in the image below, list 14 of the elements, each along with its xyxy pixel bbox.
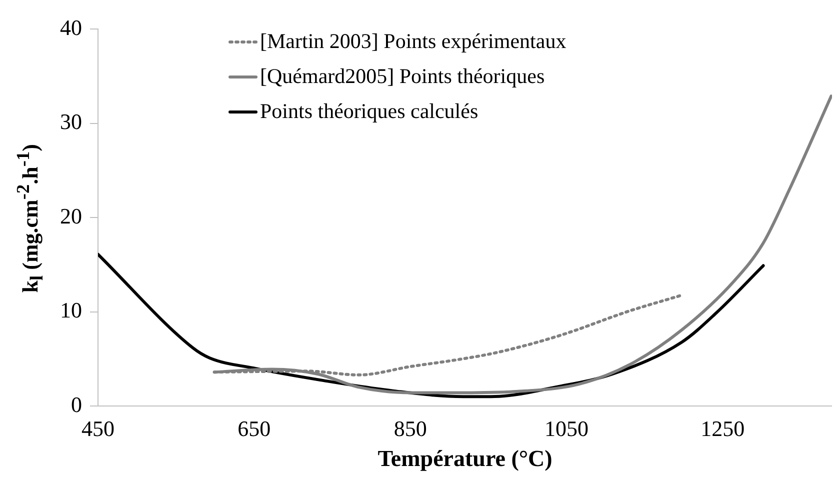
x-tick-label: 650 — [238, 416, 271, 441]
x-tick-label: 850 — [394, 416, 427, 441]
y-tick-label: 40 — [60, 14, 82, 40]
x-tick-label: 1050 — [544, 416, 589, 441]
legend-label: Points théoriques calculés — [260, 98, 478, 125]
legend-label: [Martin 2003] Points expérimentaux — [260, 28, 566, 55]
y-tick-label: 0 — [71, 392, 82, 417]
legend-label: [Quémard2005] Points théoriques — [260, 63, 545, 90]
x-tick-label: 450 — [82, 416, 114, 441]
y-tick-label: 30 — [60, 109, 82, 134]
x-tick-label: 1250 — [700, 416, 745, 441]
y-tick-label: 10 — [60, 298, 82, 323]
x-axis-title: Température (°C) — [378, 446, 552, 472]
y-tick-label: 20 — [60, 203, 82, 228]
